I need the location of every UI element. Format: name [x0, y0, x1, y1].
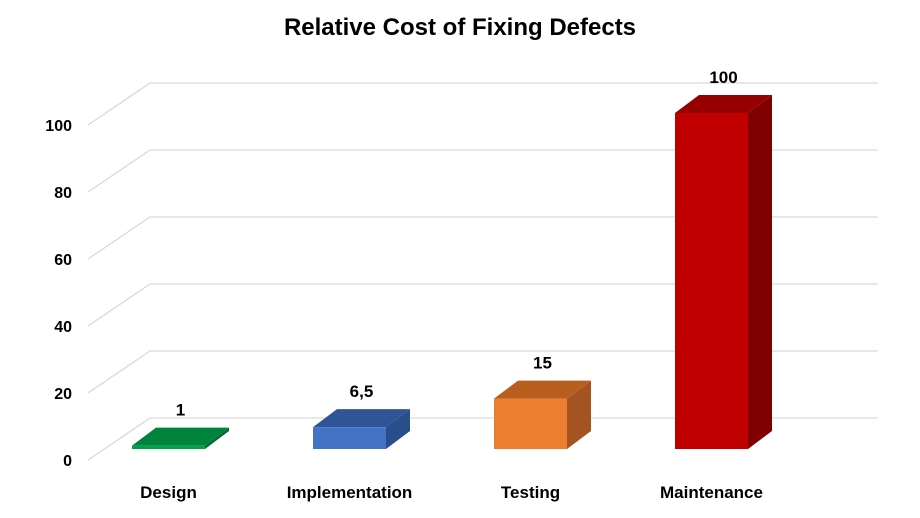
y-axis-ticks: 0 20 40 60 80 100 [45, 118, 72, 470]
gridline [87, 417, 878, 461]
gridline [87, 149, 878, 193]
gridline [87, 82, 878, 126]
gridline [87, 216, 878, 260]
x-tick-label: Implementation [287, 483, 413, 502]
y-tick-label: 20 [54, 386, 72, 403]
y-tick-label: 80 [54, 185, 72, 202]
x-axis-ticks: Design Implementation Testing Maintenance [140, 483, 763, 502]
gridlines [87, 82, 878, 461]
data-label: 6,5 [350, 382, 374, 401]
chart-title: Relative Cost of Fixing Defects [283, 14, 637, 41]
bar-maintenance [675, 95, 772, 449]
bar-testing [494, 380, 591, 449]
y-tick-label: 40 [54, 319, 72, 336]
x-tick-label: Design [140, 483, 197, 502]
bar-design [132, 427, 229, 449]
y-tick-label: 60 [54, 252, 72, 269]
gridline [87, 350, 878, 394]
x-tick-label: Testing [501, 483, 560, 502]
bar-implementation [313, 409, 410, 449]
data-labels: 1 6,5 15 100 [176, 68, 738, 420]
gridline [87, 283, 878, 327]
y-tick-label: 0 [63, 453, 72, 470]
data-label: 100 [709, 68, 737, 87]
x-tick-label: Maintenance [660, 483, 763, 502]
y-tick-label: 100 [45, 118, 72, 135]
data-label: 1 [176, 401, 185, 420]
data-label: 15 [533, 354, 552, 373]
bars [132, 95, 772, 449]
